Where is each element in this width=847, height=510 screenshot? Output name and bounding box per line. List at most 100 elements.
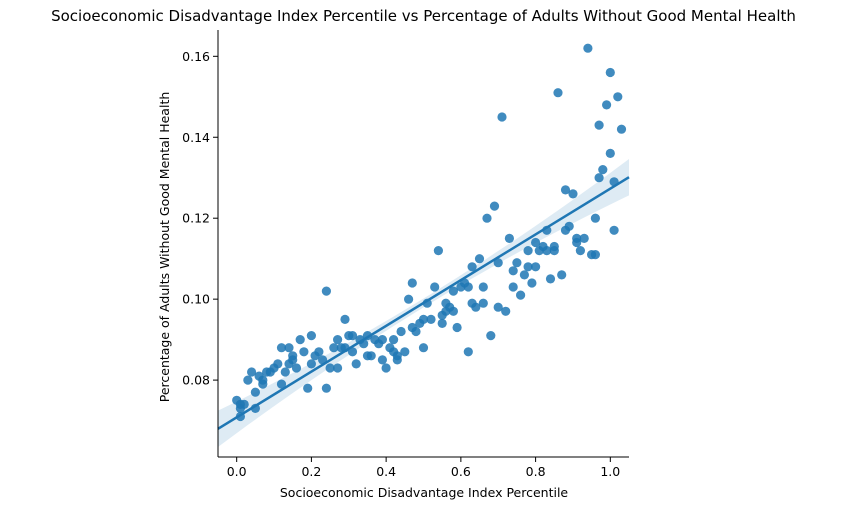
data-point [407,278,417,288]
data-point [333,363,343,373]
data-point [594,173,604,183]
data-point [497,112,507,122]
data-point [347,331,358,341]
data-point [564,221,574,231]
data-point [276,343,287,353]
data-point [418,314,429,324]
data-point [590,250,601,260]
data-point [426,314,436,324]
data-point [557,270,567,280]
chart-title: Socioeconomic Disadvantage Index Percent… [51,7,796,25]
data-point [523,246,533,256]
data-point [527,278,537,288]
data-point [258,379,268,389]
data-point [594,120,604,130]
data-point [605,67,615,78]
data-point [568,189,578,199]
data-point [280,367,290,377]
data-point [523,262,533,272]
data-point [288,351,298,361]
data-point [602,100,612,110]
x-tick-label: 0.8 [526,464,546,479]
data-point [572,233,582,243]
data-point [437,318,447,328]
x-axis-label: Socioeconomic Disadvantage Index Percent… [280,485,569,500]
plot-area: 0.0 0.2 0.4 0.6 0.8 1.0 0.08 0.10 0.12 0.14 0.16 [182,30,630,479]
data-point [467,298,477,308]
data-point [325,363,335,373]
data-point [321,383,331,393]
data-point [549,241,559,252]
data-point [508,266,518,276]
data-point [474,254,485,264]
data-point [583,43,593,53]
data-point [478,298,488,308]
y-axis-label: Percentage of Adults Without Good Mental… [157,92,172,403]
data-point [404,294,414,304]
data-point [489,201,500,211]
data-point [579,233,589,243]
data-point [575,246,586,256]
data-point [389,335,399,345]
data-point [366,351,376,361]
data-point [377,335,387,345]
y-tick-label: 0.14 [182,130,210,145]
data-point [291,363,302,373]
data-point [235,403,245,413]
data-point [351,359,361,369]
y-tick-label: 0.10 [182,292,210,307]
data-point [616,124,627,134]
regression-line [217,176,630,430]
data-point [276,379,287,389]
data-point [329,343,339,353]
data-point [284,343,294,353]
y-tick-label: 0.16 [182,49,210,64]
data-point [467,262,477,272]
data-point [609,225,619,235]
data-point [448,306,458,316]
data-point [347,347,358,357]
data-point [463,347,473,357]
data-point [389,347,399,357]
data-point [303,383,313,393]
data-point [340,314,350,324]
data-point [504,233,514,243]
data-point [396,326,406,337]
y-tick-label: 0.12 [182,211,210,226]
data-point [560,185,571,195]
data-point [605,148,615,158]
data-point [377,355,387,365]
x-tick-label: 0.4 [376,464,396,479]
data-point [463,282,473,292]
x-tick-label: 0.0 [227,464,247,479]
x-tick-label: 1.0 [600,464,620,479]
data-point [501,306,511,316]
data-point [306,359,316,369]
data-point [486,331,496,341]
data-point [493,258,503,268]
data-point [411,326,421,337]
data-point [418,343,429,353]
data-point [336,343,346,353]
data-point [478,282,488,292]
data-point [531,262,541,272]
data-point [250,387,260,397]
data-point [430,282,440,292]
data-point [433,246,443,256]
data-point [519,270,530,280]
data-point [482,213,492,223]
data-point [542,246,552,256]
data-point [512,258,522,268]
data-point [448,286,458,296]
data-point [273,359,283,369]
data-point [295,335,305,345]
y-tick-label: 0.08 [182,373,210,388]
data-point [613,92,623,102]
data-point [299,347,309,357]
data-point [314,347,324,357]
data-point [545,274,556,284]
data-point [493,302,503,312]
data-point [531,237,541,248]
data-point [598,165,608,175]
